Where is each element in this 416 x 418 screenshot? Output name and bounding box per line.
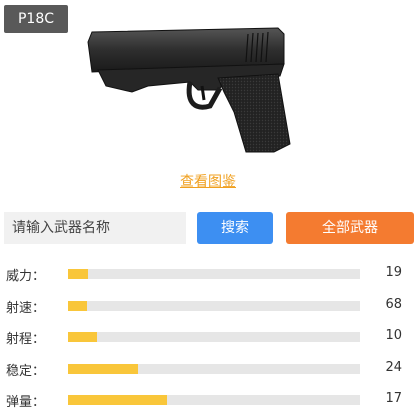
search-button[interactable]: 搜索 [197, 212, 273, 244]
weapon-name-badge: P18C [4, 5, 68, 33]
weapon-stats: 威力： 19 射速： 68 射程： 10 稳定： 24 弹量： 17 [6, 260, 410, 418]
stat-row-range: 射程： 10 [6, 323, 410, 355]
stat-bar-track [68, 332, 360, 342]
stat-bar-track [68, 395, 360, 405]
stat-row-power: 威力： 19 [6, 260, 410, 292]
stat-bar-track [68, 269, 360, 279]
weapon-image [87, 27, 291, 153]
stat-value: 68 [385, 296, 402, 312]
stat-row-magazine: 弹量： 17 [6, 386, 410, 418]
weapon-search-input[interactable] [4, 212, 186, 244]
all-weapons-button[interactable]: 全部武器 [286, 212, 414, 244]
stat-value: 24 [385, 359, 402, 375]
stat-label: 稳定： [6, 363, 46, 379]
stat-bar-track [68, 363, 360, 374]
stat-bar-fill [68, 395, 168, 405]
stat-value: 17 [385, 391, 402, 406]
stat-label: 射程： [6, 332, 46, 347]
stat-label: 威力： [6, 269, 46, 284]
stat-value: 10 [385, 328, 402, 343]
stat-label: 弹量： [6, 395, 46, 410]
search-bar: 搜索 全部武器 [4, 212, 414, 244]
stat-bar-fill [68, 269, 89, 279]
stat-bar-fill [68, 332, 98, 342]
stat-row-stability: 稳定： 24 [6, 355, 410, 387]
stat-row-fire-rate: 射速： 68 [6, 292, 410, 324]
stat-bar-fill [68, 363, 139, 374]
stat-value: 19 [385, 265, 402, 280]
stat-bar-track [68, 300, 360, 311]
view-illustration-link[interactable]: 查看图鉴 [180, 174, 236, 190]
stat-label: 射速： [6, 300, 46, 316]
stat-bar-fill [68, 300, 87, 311]
